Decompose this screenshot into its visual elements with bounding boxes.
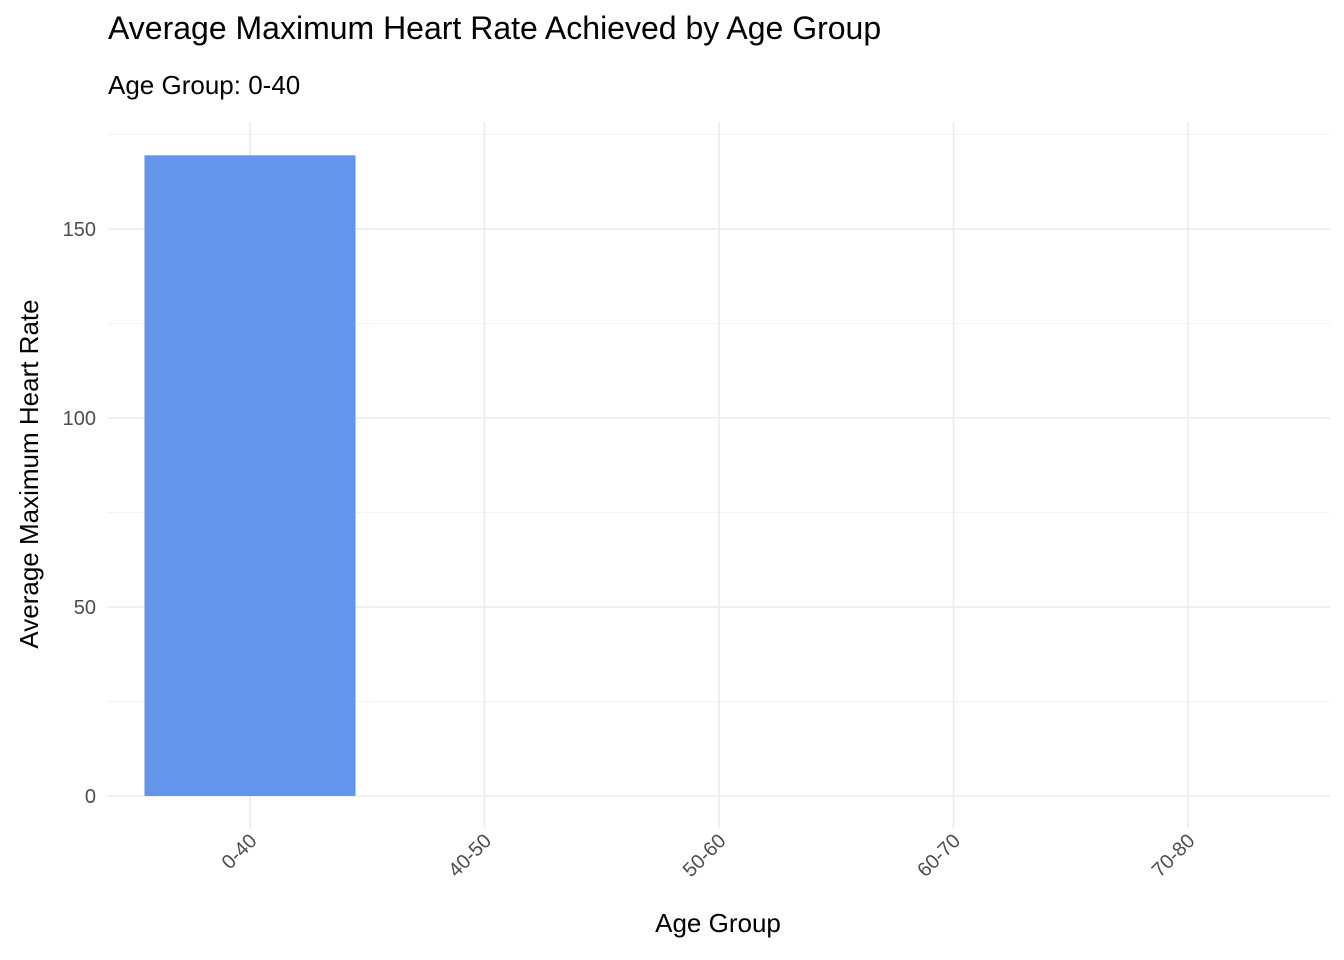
- y-tick-label: 100: [63, 408, 96, 430]
- x-tick-label: 60-70: [913, 830, 965, 882]
- y-axis-ticks: 0 50 100 150: [63, 219, 96, 808]
- x-tick-label: 40-50: [444, 830, 496, 882]
- bar-0-40: [144, 155, 356, 797]
- chart-subtitle: Age Group: 0-40: [108, 70, 301, 100]
- chart-title: Average Maximum Heart Rate Achieved by A…: [108, 10, 882, 46]
- x-tick-label: 70-80: [1148, 830, 1200, 882]
- y-tick-label: 0: [85, 786, 96, 808]
- y-tick-label: 150: [63, 219, 96, 241]
- x-tick-label: 0-40: [218, 830, 262, 874]
- y-tick-label: 50: [74, 597, 96, 619]
- bars: [144, 155, 356, 797]
- x-axis-ticks: 0-40 40-50 50-60 60-70 70-80: [218, 830, 1200, 882]
- x-tick-label: 50-60: [679, 830, 731, 882]
- y-axis-title: Average Maximum Heart Rate: [14, 299, 44, 648]
- x-axis-title: Age Group: [655, 908, 781, 938]
